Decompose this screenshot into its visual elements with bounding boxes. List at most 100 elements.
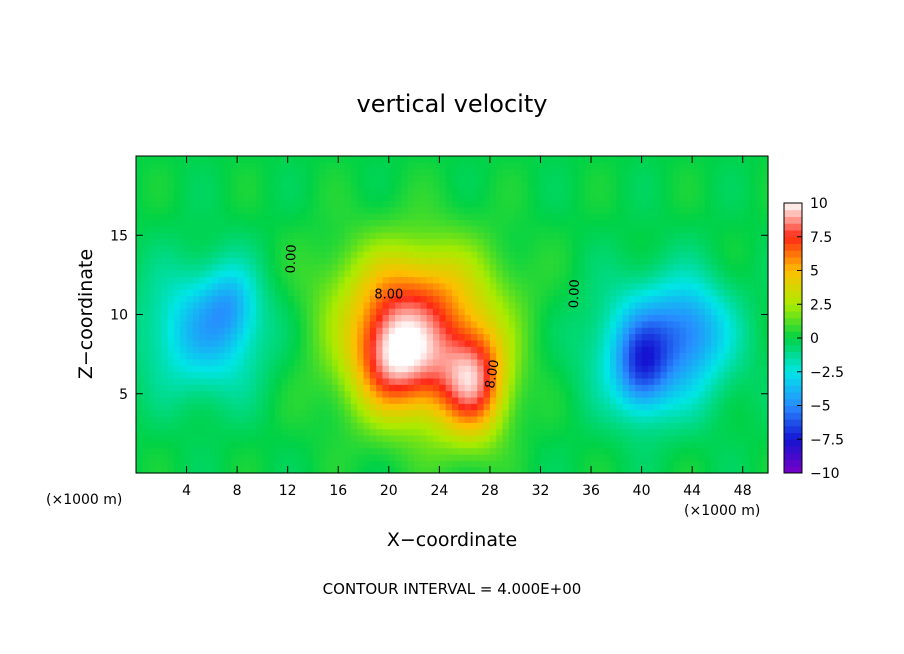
heatmap-cell: [205, 194, 213, 201]
heatmap-cell: [508, 327, 516, 335]
heatmap-cell: [635, 257, 643, 265]
heatmap-cell: [376, 339, 384, 347]
heatmap-cell: [281, 384, 289, 392]
heatmap-cell: [452, 460, 459, 468]
heatmap-cell: [496, 415, 504, 423]
heatmap-cell: [635, 295, 643, 303]
heatmap-cell: [483, 339, 491, 347]
heatmap-cell: [142, 162, 150, 170]
heatmap-cell: [237, 320, 245, 328]
heatmap-cell: [464, 187, 472, 195]
heatmap-cell: [464, 175, 472, 182]
heatmap-cell: [344, 187, 352, 195]
heatmap-cell: [717, 415, 725, 423]
heatmap-cell: [154, 213, 162, 220]
heatmap-cell: [382, 428, 390, 436]
heatmap-cell: [622, 422, 630, 430]
heatmap-cell: [761, 194, 769, 201]
heatmap-cell: [755, 333, 763, 341]
heatmap-cell: [546, 428, 554, 436]
heatmap-cell: [287, 276, 295, 284]
heatmap-cell: [268, 428, 276, 436]
heatmap-cell: [350, 257, 358, 265]
heatmap-cell: [717, 466, 725, 474]
heatmap-cell: [186, 244, 194, 252]
heatmap-cell: [268, 168, 276, 176]
heatmap-cell: [603, 168, 611, 176]
heatmap-cell: [692, 200, 700, 208]
heatmap-cell: [237, 384, 245, 392]
heatmap-cell: [180, 263, 188, 271]
heatmap-cell: [685, 289, 693, 297]
heatmap-cell: [426, 409, 434, 417]
heatmap-cell: [477, 282, 485, 290]
heatmap-cell: [660, 434, 668, 442]
heatmap-cell: [350, 168, 358, 176]
heatmap-cell: [540, 447, 548, 455]
heatmap-cell: [553, 422, 561, 430]
heatmap-cell: [401, 377, 409, 385]
heatmap-cell: [584, 422, 592, 430]
heatmap-cell: [306, 257, 314, 265]
heatmap-cell: [546, 384, 554, 392]
heatmap-cell: [281, 238, 289, 246]
heatmap-cell: [388, 257, 396, 265]
heatmap-cell: [376, 181, 384, 189]
heatmap-cell: [287, 453, 295, 461]
heatmap-cell: [300, 238, 308, 246]
heatmap-cell: [496, 352, 504, 360]
heatmap-cell: [369, 301, 377, 309]
heatmap-cell: [584, 156, 592, 163]
heatmap-cell: [350, 441, 358, 449]
heatmap-cell: [527, 396, 535, 404]
heatmap-cell: [730, 441, 737, 449]
heatmap-cell: [616, 453, 624, 461]
heatmap-cell: [742, 289, 750, 297]
heatmap-cell: [730, 257, 737, 265]
heatmap-cell: [622, 358, 630, 366]
heatmap-cell: [420, 377, 428, 385]
heatmap-cell: [685, 403, 693, 411]
heatmap-cell: [192, 428, 200, 436]
heatmap-cell: [711, 314, 719, 322]
heatmap-cell: [755, 213, 763, 220]
heatmap-cell: [496, 244, 504, 252]
heatmap-cell: [338, 422, 346, 430]
heatmap-cell: [565, 162, 573, 170]
heatmap-cell: [742, 168, 750, 176]
heatmap-cell: [692, 320, 700, 328]
heatmap-cell: [395, 453, 403, 461]
heatmap-cell: [136, 339, 143, 347]
heatmap-cell: [294, 156, 301, 163]
heatmap-cell: [584, 365, 592, 373]
heatmap-cell: [742, 358, 750, 366]
heatmap-cell: [622, 175, 630, 182]
heatmap-cell: [388, 175, 396, 182]
heatmap-cell: [761, 441, 769, 449]
heatmap-cell: [237, 206, 245, 214]
heatmap-cell: [717, 257, 725, 265]
heatmap-cell: [546, 447, 554, 455]
heatmap-cell: [199, 282, 207, 290]
heatmap-cell: [508, 225, 516, 233]
heatmap-cell: [647, 346, 655, 354]
heatmap-cell: [654, 225, 662, 233]
heatmap-cell: [673, 251, 681, 259]
heatmap-cell: [483, 409, 491, 417]
heatmap-cell: [211, 238, 219, 246]
heatmap-cell: [559, 168, 567, 176]
heatmap-cell: [654, 447, 662, 455]
heatmap-cell: [578, 441, 586, 449]
heatmap-cell: [723, 358, 731, 366]
heatmap-cell: [230, 441, 238, 449]
heatmap-cell: [673, 263, 681, 271]
heatmap-cell: [546, 251, 554, 259]
heatmap-cell: [458, 200, 466, 208]
heatmap-cell: [730, 282, 737, 290]
heatmap-cell: [363, 168, 371, 176]
heatmap-cell: [382, 175, 390, 182]
heatmap-cell: [357, 244, 365, 252]
heatmap-cell: [464, 390, 472, 398]
heatmap-cell: [603, 339, 611, 347]
heatmap-cell: [711, 371, 719, 379]
